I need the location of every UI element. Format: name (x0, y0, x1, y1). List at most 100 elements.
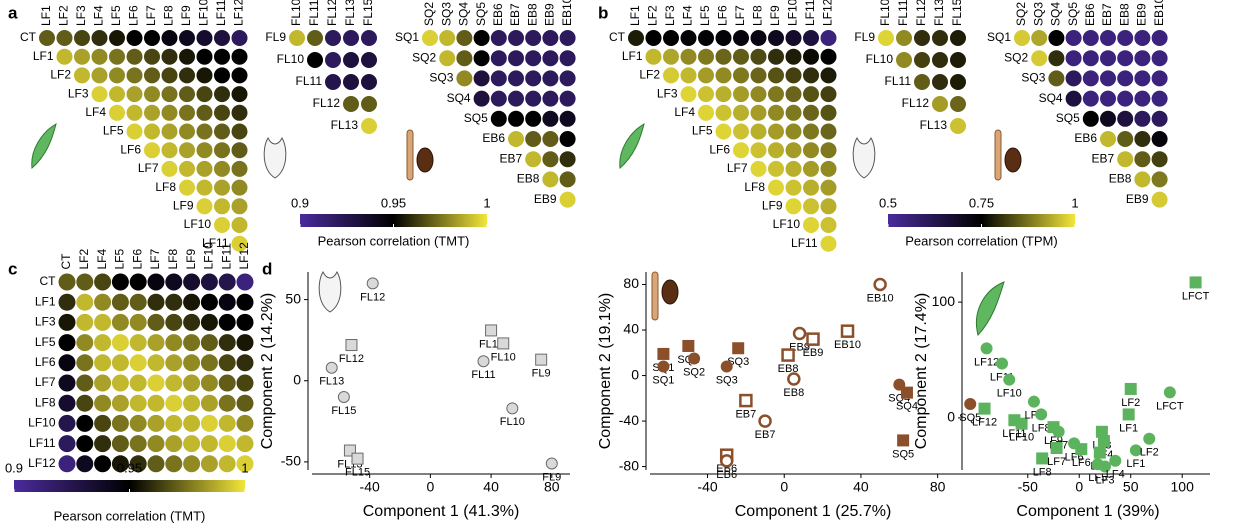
correlation-dot (525, 131, 542, 147)
column-label: LF10 (197, 0, 211, 26)
column-label: EB6 (1083, 3, 1097, 26)
column-label: FL15 (950, 0, 964, 26)
correlation-dot (768, 67, 784, 84)
correlation-dot (950, 118, 966, 134)
correlation-dot (361, 96, 377, 112)
colorbar-tick-label: 1 (1071, 195, 1078, 210)
correlation-dot (663, 30, 679, 46)
correlation-dot (715, 123, 732, 140)
correlation-dot (542, 90, 559, 107)
point-label: LF8 (1033, 466, 1052, 478)
correlation-dot (820, 160, 837, 177)
correlation-dot (733, 48, 749, 65)
correlation-dot (231, 198, 248, 215)
correlation-dot (129, 313, 147, 331)
row-label: LF6 (35, 355, 56, 369)
correlation-dot (214, 30, 230, 46)
correlation-dot (94, 455, 112, 473)
correlation-dot (94, 293, 112, 311)
correlation-dot (914, 74, 930, 90)
correlation-dot (1134, 171, 1151, 188)
column-label: LF2 (77, 248, 91, 269)
row-label: LF1 (622, 49, 643, 63)
correlation-dot (1100, 90, 1116, 107)
correlation-dot (768, 48, 784, 65)
correlation-dot (785, 179, 802, 196)
correlation-dot (1065, 70, 1082, 87)
correlation-dot (144, 123, 160, 140)
correlation-dot (214, 142, 230, 159)
column-label: FL12 (914, 0, 928, 26)
correlation-dot (179, 30, 195, 46)
correlation-dot (1100, 110, 1116, 127)
point (758, 414, 772, 428)
correlation-dot (214, 104, 230, 121)
correlation-dot (950, 30, 966, 46)
correlation-dot (218, 374, 236, 392)
correlation-dot (214, 48, 230, 65)
column-label: FL10 (878, 0, 892, 26)
point (325, 361, 338, 374)
correlation-dot (111, 313, 129, 331)
row-label: SQ4 (1039, 91, 1063, 105)
correlation-dot (1100, 131, 1116, 147)
correlation-dot (94, 414, 112, 432)
correlation-dot (129, 354, 147, 372)
correlation-dot (680, 86, 697, 103)
point-label: EB7 (735, 408, 756, 420)
correlation-dot (165, 455, 183, 473)
row-label: EB9 (1126, 192, 1149, 206)
correlation-dot (1151, 171, 1168, 188)
correlation-dot (896, 30, 912, 46)
row-label: LF1 (35, 294, 56, 308)
correlation-dot (165, 435, 183, 453)
row-label: LF9 (173, 198, 194, 212)
correlation-dot (58, 455, 76, 473)
correlation-dot (111, 455, 129, 473)
correlation-dot (74, 67, 90, 84)
point (1052, 425, 1065, 438)
correlation-dot (785, 67, 802, 84)
correlation-dot (914, 52, 930, 68)
correlation-dot (645, 48, 662, 65)
correlation-dot (147, 293, 165, 311)
column-label: LF2 (646, 5, 660, 26)
correlation-dot (343, 96, 359, 112)
row-label: EB8 (1109, 172, 1132, 186)
correlation-dot (785, 160, 802, 177)
correlation-dot (231, 235, 248, 252)
correlation-dot (1134, 151, 1151, 168)
correlation-dot (144, 86, 160, 103)
column-label: EB10 (560, 0, 574, 26)
y-tick-label: 50 (285, 290, 301, 306)
correlation-dot (490, 110, 507, 127)
correlation-dot (74, 30, 90, 46)
point-label: LFCT (1182, 290, 1210, 302)
correlation-dot (1065, 90, 1082, 107)
row-label: LF10 (28, 416, 56, 430)
correlation-dot (126, 104, 143, 121)
correlation-dot (231, 48, 248, 65)
row-label: FL13 (331, 118, 359, 132)
point-label: FL12 (360, 291, 385, 303)
correlation-dot (179, 142, 195, 159)
correlation-dot (129, 374, 147, 392)
correlation-dot (1048, 50, 1065, 67)
column-label: LF10 (786, 0, 800, 26)
correlation-dot (803, 217, 819, 233)
correlation-dot (161, 67, 178, 84)
correlation-dot (218, 435, 236, 453)
correlation-dot (473, 90, 490, 107)
colorbar-tick-label: 0.95 (381, 195, 406, 210)
colorbar-label: Pearson correlation (TPM) (905, 233, 1057, 248)
correlation-dot (508, 131, 524, 147)
y-tick-label: -40 (619, 412, 639, 428)
row-label: LF8 (155, 180, 176, 194)
correlation-dot (218, 273, 236, 291)
x-tick-label: -40 (697, 479, 717, 495)
point (345, 339, 358, 352)
correlation-dot (231, 179, 248, 196)
point-label: LF11 (1002, 428, 1026, 440)
colorbar (300, 214, 487, 227)
correlation-dot (179, 179, 195, 196)
